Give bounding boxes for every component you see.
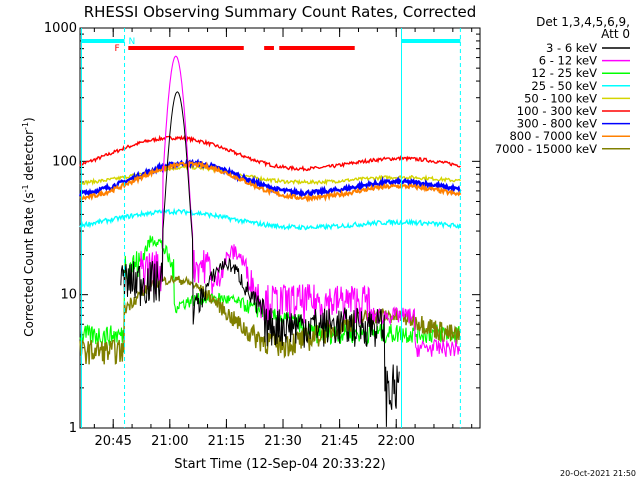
y-tick-label: 10 [60, 288, 77, 303]
legend-label: 50 - 100 keV [524, 91, 597, 105]
x-tick-label: 20:45 [94, 434, 131, 449]
legend-label: 25 - 50 keV [531, 79, 597, 93]
x-tick-label: 21:15 [208, 434, 245, 449]
legend-label: 100 - 300 keV [517, 104, 597, 118]
legend-label: 300 - 800 keV [517, 117, 597, 131]
chart-title: RHESSI Observing Summary Count Rates, Co… [84, 3, 477, 21]
x-tick-label: 21:30 [264, 434, 301, 449]
series-line [79, 274, 461, 365]
y-axis-label: Corrected Count Rate (s-1 detector-1) [21, 117, 36, 336]
y-tick-label: 1000 [44, 21, 77, 36]
x-tick-label: 22:00 [377, 434, 414, 449]
x-tick-label: 21:45 [321, 434, 358, 449]
series-line [79, 160, 462, 203]
legend-label: 6 - 12 keV [539, 54, 597, 68]
legend-label: 7000 - 15000 keV [495, 142, 597, 156]
legend-label: 800 - 7000 keV [509, 129, 597, 143]
series-line [139, 55, 461, 358]
series-line [120, 91, 400, 427]
series-line [79, 134, 461, 172]
plot-area: 1 10 100 1000 20:45 21:00 21:15 21:30 21:45 22:00… [44, 21, 481, 449]
y-tick-label: 100 [52, 154, 77, 169]
footer-date: 20-Oct-2021 21:50 [560, 469, 636, 478]
y-tick-label: 1 [69, 421, 77, 436]
flag-label-F: F [115, 44, 120, 54]
legend-header-line2: Att 0 [601, 27, 630, 41]
legend-label: 3 - 6 keV [546, 41, 597, 55]
legend-header-line1: Det 1,3,4,5,6,9, [536, 15, 630, 29]
x-tick-label: 21:00 [151, 434, 188, 449]
plot-frame [79, 27, 481, 429]
series-line [79, 207, 462, 231]
flag-label-N: N [129, 37, 136, 47]
x-axis-label: Start Time (12-Sep-04 20:33:22) [174, 457, 385, 472]
legend-label: 12 - 25 keV [531, 66, 597, 80]
